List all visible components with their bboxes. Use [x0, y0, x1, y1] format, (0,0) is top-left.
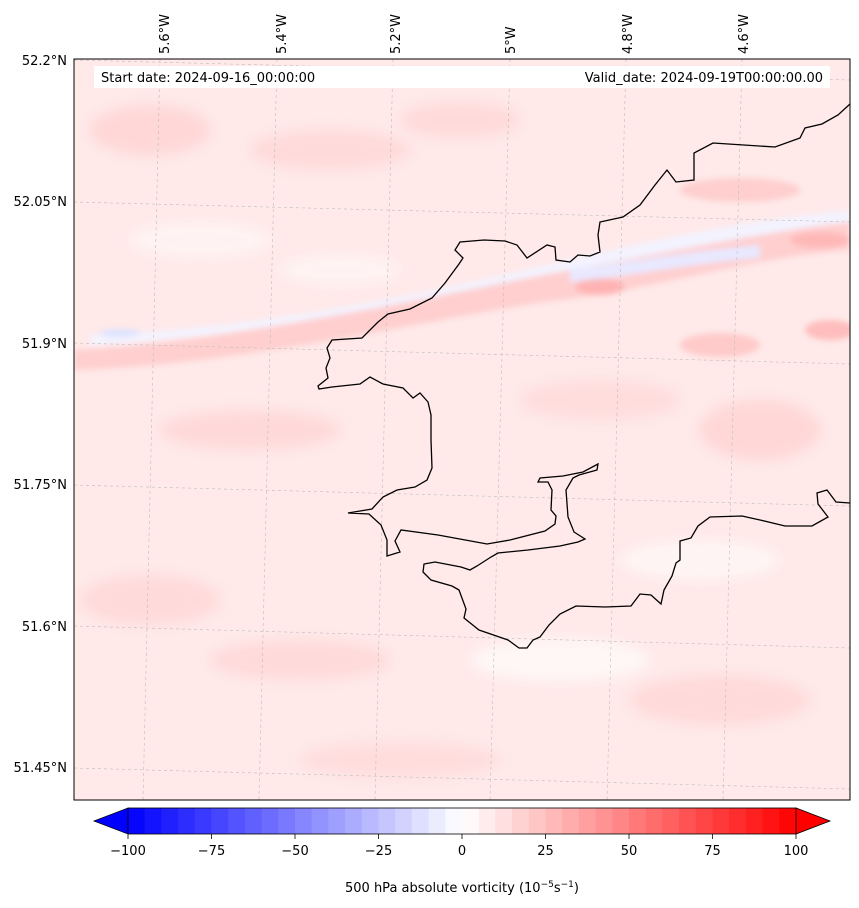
lat-label: 51.45°N [14, 761, 67, 776]
lat-label: 52.2°N [22, 54, 67, 69]
colorbar-max-extend [795, 807, 832, 835]
colorbar: −100 −75 −50 −25 0 25 50 75 100 500 hPa absolute… [92, 807, 832, 896]
colorbar-segment [211, 808, 229, 834]
colorbar-tick-label: 75 [704, 844, 721, 859]
colorbar-segment [745, 808, 764, 834]
colorbar-segment [261, 808, 279, 834]
colorbar-segment [161, 808, 179, 834]
colorbar-segment [295, 808, 313, 834]
colorbar-segment [428, 808, 446, 834]
colorbar-segment [378, 808, 396, 834]
colorbar-label-exp2: −1 [561, 880, 574, 890]
lon-label: 5.6°W [158, 14, 173, 54]
colorbar-segment [495, 808, 513, 834]
colorbar-tick-label: 25 [537, 844, 554, 859]
lon-label: 5.2°W [389, 14, 404, 54]
colorbar-tick-label: 50 [621, 844, 638, 859]
coastline [317, 103, 850, 649]
colorbar-segment [528, 808, 547, 834]
colorbar-tick-label: −100 [110, 844, 146, 859]
latitude-labels: 52.2°N 52.05°N 51.9°N 51.75°N 51.6°N 51.… [14, 54, 67, 776]
lat-label: 51.6°N [22, 620, 67, 635]
colorbar-segment [328, 808, 346, 834]
colorbar-segment [178, 808, 196, 834]
colorbar-label-exp1: −5 [541, 880, 554, 890]
lat-label: 51.9°N [22, 337, 67, 352]
colorbar-segment [695, 808, 714, 834]
colorbar-segment [462, 808, 480, 834]
colorbar-segment [278, 808, 296, 834]
colorbar-segment [679, 808, 697, 834]
lon-label: 4.6°W [737, 14, 752, 54]
colorbar-segment [244, 808, 263, 834]
colorbar-segment [128, 808, 146, 834]
colorbar-label-mid: s [554, 881, 561, 896]
colorbar-segment [712, 808, 730, 834]
colorbar-segment [662, 808, 680, 834]
colorbar-segment [311, 808, 329, 834]
lon-label: 4.8°W [621, 14, 636, 54]
colorbar-segment [411, 808, 430, 834]
colorbar-segment [478, 808, 496, 834]
valid-date-label: Valid_date: 2024-09-19T00:00:00.00 [585, 71, 823, 86]
colorbar-segment [595, 808, 613, 834]
longitude-labels: 5.6°W 5.4°W 5.2°W 5°W 4.8°W 4.6°W [158, 14, 752, 54]
colorbar-segment [512, 808, 530, 834]
colorbar-segment [729, 808, 747, 834]
colorbar-segment [545, 808, 563, 834]
colorbar-tick-label: 100 [784, 844, 809, 859]
start-date-label: Start date: 2024-09-16_00:00:00 [101, 71, 315, 86]
colorbar-segment [562, 808, 580, 834]
colorbar-segment [762, 808, 780, 834]
lon-label: 5°W [504, 26, 519, 54]
lat-label: 51.75°N [14, 478, 67, 493]
colorbar-min-extend [92, 807, 129, 835]
colorbar-segment [578, 808, 597, 834]
colorbar-tick-label: −25 [365, 844, 392, 859]
colorbar-segment [645, 808, 663, 834]
colorbar-segment [194, 808, 213, 834]
lat-label: 52.05°N [14, 195, 67, 210]
colorbar-segment [779, 808, 797, 834]
colorbar-segment [361, 808, 380, 834]
colorbar-label-end: ) [574, 881, 579, 896]
colorbar-segment [144, 808, 162, 834]
colorbar-ticks: −100 −75 −50 −25 0 25 50 75 100 [110, 834, 808, 859]
colorbar-tick-label: −75 [198, 844, 225, 859]
colorbar-segment [395, 808, 413, 834]
map-frame [73, 58, 851, 801]
colorbar-tick-label: 0 [458, 844, 466, 859]
colorbar-segment [228, 808, 246, 834]
vorticity-field [74, 59, 850, 800]
lon-label: 5.4°W [275, 14, 290, 54]
colorbar-segment [629, 808, 647, 834]
colorbar-segments [128, 808, 797, 834]
header-box [94, 66, 830, 88]
colorbar-label-main: 500 hPa absolute vorticity (10 [345, 881, 541, 896]
colorbar-tick-label: −50 [281, 844, 308, 859]
colorbar-segment [612, 808, 630, 834]
colorbar-segment [345, 808, 363, 834]
colorbar-label: 500 hPa absolute vorticity (10−5s−1) [345, 880, 579, 896]
colorbar-segment [445, 808, 463, 834]
